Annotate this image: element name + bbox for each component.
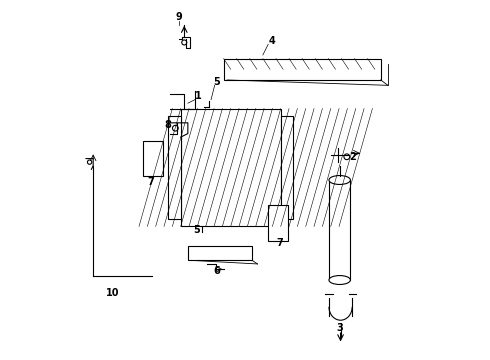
Bar <box>281 116 293 219</box>
Ellipse shape <box>329 275 350 284</box>
Bar <box>268 205 288 241</box>
Ellipse shape <box>329 176 350 184</box>
Bar <box>223 59 381 80</box>
Bar <box>329 180 350 280</box>
Text: 10: 10 <box>106 288 120 297</box>
Text: 7: 7 <box>277 238 283 248</box>
Text: 3: 3 <box>336 323 343 333</box>
Bar <box>181 109 281 226</box>
Text: 4: 4 <box>269 36 275 46</box>
Text: 1: 1 <box>195 91 202 101</box>
Text: 7: 7 <box>147 177 154 187</box>
Text: 9: 9 <box>175 13 182 22</box>
Text: 2: 2 <box>349 152 356 162</box>
Text: 8: 8 <box>165 120 172 130</box>
Bar <box>188 246 252 260</box>
Bar <box>168 116 181 219</box>
Bar <box>143 141 163 176</box>
Text: 5: 5 <box>213 77 220 87</box>
Text: 6: 6 <box>213 266 220 276</box>
Text: 5: 5 <box>194 225 200 235</box>
